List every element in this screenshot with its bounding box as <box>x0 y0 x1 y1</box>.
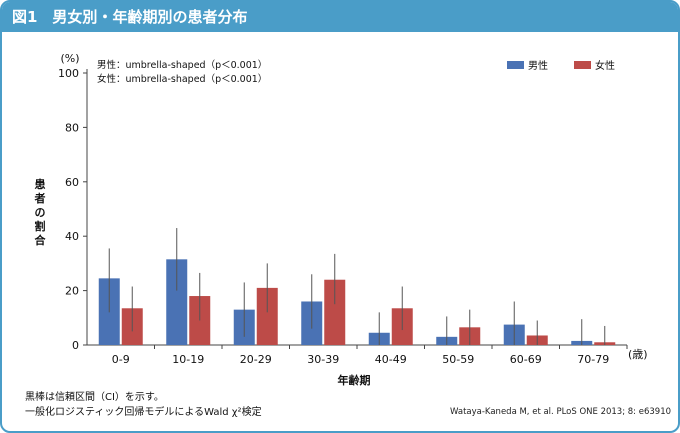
y-unit-label: (%) <box>60 52 79 65</box>
axes: 0 20 40 60 80 100 0-9 10-19 20-29 30-39 40-49 50-59… <box>58 67 628 366</box>
x-tick-label: 60-69 <box>510 353 542 366</box>
note-test: 一般化ロジスティック回帰モデルによるWald χ²検定 <box>25 407 262 418</box>
annotation-male: 男性：umbrella-shaped（p＜0.001） <box>97 59 267 71</box>
y-tick-label: 80 <box>65 121 79 134</box>
figure-header: 図1 男女別・年齢期別の患者分布 <box>2 2 678 32</box>
note-ci: 黒棒は信頼区間（CI）を示す。 <box>25 392 164 403</box>
bar-female <box>189 296 211 345</box>
legend-label-female: 女性 <box>595 59 615 72</box>
x-tick-label: 10-19 <box>172 353 204 366</box>
figure-title: 図1 男女別・年齢期別の患者分布 <box>12 8 248 26</box>
legend-swatch-male <box>507 61 524 69</box>
x-unit-label: (歳) <box>628 348 648 361</box>
source-citation: Wataya-Kaneda M, et al. PLoS ONE 2013; 8… <box>450 407 672 417</box>
y-tick-label: 20 <box>65 285 79 298</box>
x-tick-label: 70-79 <box>577 353 609 366</box>
legend: 男性 女性 <box>507 59 615 72</box>
bar-female <box>324 279 346 345</box>
bar-female <box>256 287 278 345</box>
x-tick-label: 30-39 <box>307 353 339 366</box>
y-tick-label: 100 <box>58 67 79 80</box>
error-bars <box>108 228 606 345</box>
annotation-female: 女性：umbrella-shaped（p＜0.001） <box>97 73 267 85</box>
legend-swatch-female <box>574 61 591 69</box>
x-tick-label: 50-59 <box>442 353 474 366</box>
bar-male <box>166 259 188 345</box>
x-tick-label: 40-49 <box>375 353 407 366</box>
y-tick-label: 60 <box>65 176 79 189</box>
bars <box>98 259 616 345</box>
x-tick-label: 20-29 <box>240 353 272 366</box>
x-tick-label: 0-9 <box>112 353 130 366</box>
y-tick-label: 0 <box>72 339 79 352</box>
legend-label-male: 男性 <box>528 59 548 72</box>
y-tick-label: 40 <box>65 230 79 243</box>
y-axis-title: 患者の割合 <box>34 177 47 247</box>
x-axis-title: 年齢期 <box>338 373 371 387</box>
